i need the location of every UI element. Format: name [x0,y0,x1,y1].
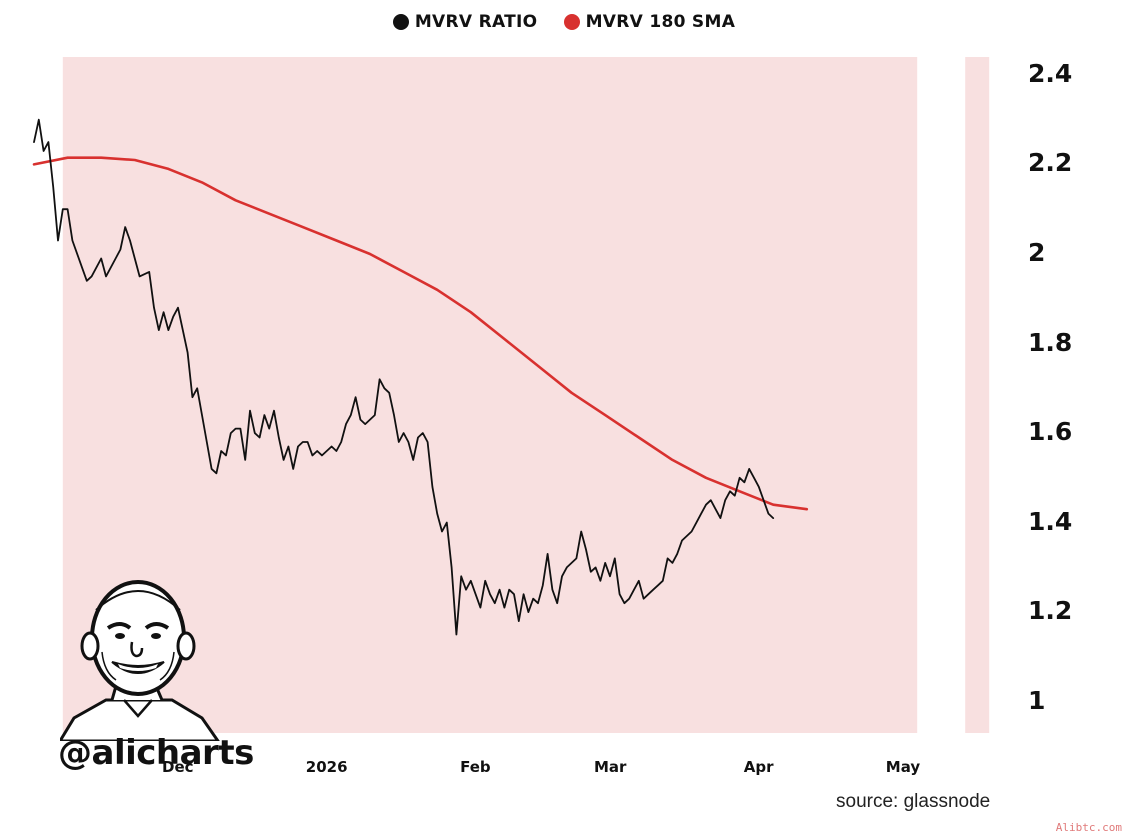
legend-label-ratio: MVRV RATIO [414,12,538,32]
y-tick-label: 1.4 [1028,506,1073,536]
avatar-icon [60,580,220,741]
legend-dot-sma-icon [563,14,580,30]
x-tick-label: Dec [162,758,194,776]
shaded-region-1 [62,57,918,733]
legend-label-sma: MVRV 180 SMA [585,12,736,32]
y-tick-label: 1.2 [1028,596,1073,626]
x-tick-label: Mar [594,758,627,776]
y-tick-label: 1 [1028,685,1046,715]
legend-item-ratio: MVRV RATIO [392,12,538,32]
series-line-mvrv-180-sma [32,156,809,511]
series-line-mvrv-ratio [33,118,775,636]
y-tick-label: 1.8 [1028,327,1073,357]
x-tick-label: Apr [743,758,774,776]
y-tick-label: 1.6 [1028,417,1073,447]
legend: MVRV RATIO MVRV 180 SMA [0,12,1128,35]
y-tick-label: 2.2 [1028,148,1073,178]
source-label: source: glassnode [836,791,991,812]
x-tick-label: May [885,758,921,776]
shaded-region-2 [965,57,990,733]
y-tick-label: 2.4 [1028,58,1073,88]
y-tick-label: 2 [1028,237,1046,267]
shaded-regions [62,57,990,733]
legend-dot-ratio-icon [392,14,409,30]
series-lines [32,118,809,636]
x-tick-label: Feb [460,758,491,776]
author-handle: @alicharts [58,733,254,773]
legend-item-sma: MVRV 180 SMA [563,12,736,32]
x-tick-label: 2026 [305,758,348,776]
watermark: Alibtc.com [1055,821,1122,834]
